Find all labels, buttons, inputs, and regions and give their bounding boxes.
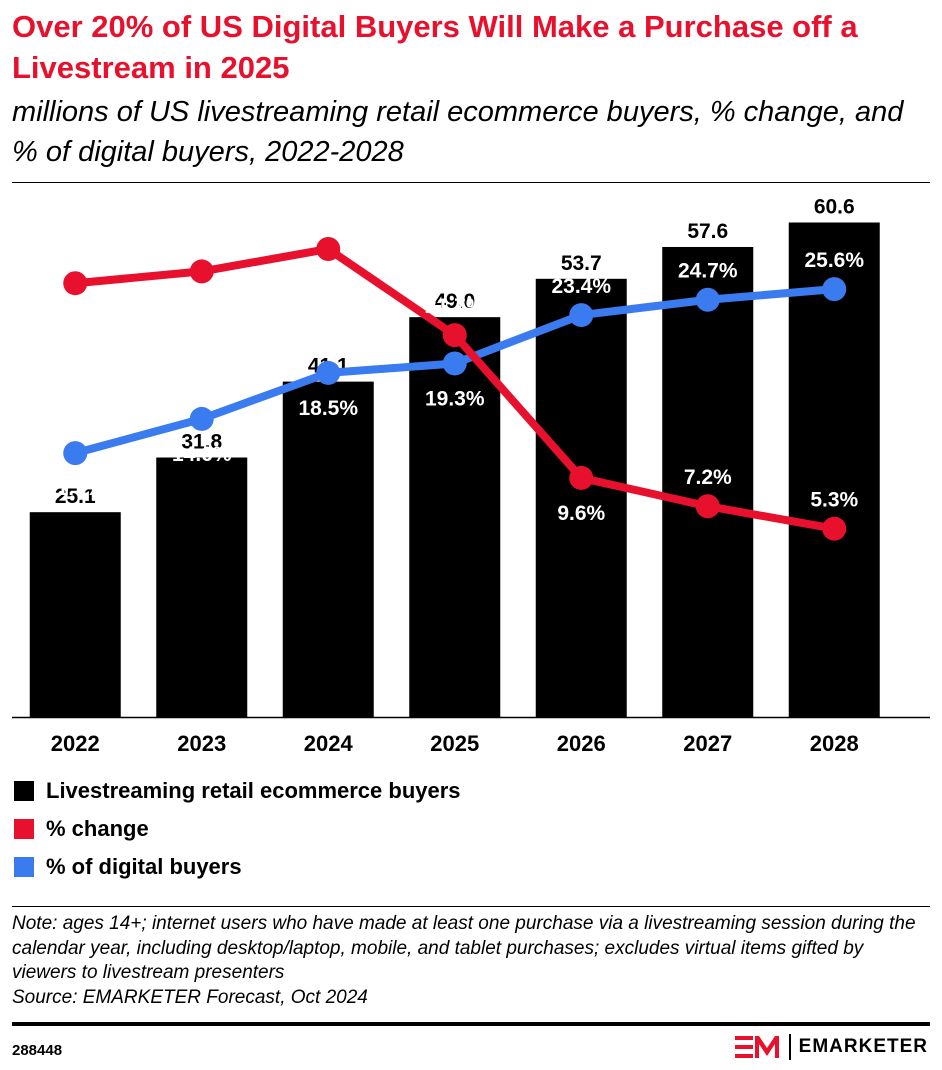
digital-buyers-label-2023: 14.6% (172, 443, 232, 466)
pct-change-point-2023 (189, 259, 214, 284)
digital-buyers-point-2022 (63, 441, 88, 466)
bar-label-2026: 53.7 (561, 252, 602, 275)
bar-2025 (409, 317, 501, 717)
bar-2023 (156, 457, 248, 717)
footer-rule (12, 1022, 930, 1026)
x-tick-2026: 2026 (557, 731, 606, 756)
bar-2027 (662, 246, 754, 717)
chart-id: 288448 (12, 1042, 63, 1059)
bar-label-2022: 25.1 (55, 485, 96, 508)
combo-chart: 25.131.841.149.053.757.660.6202220232024… (12, 196, 930, 756)
pct-change-label-2027: 7.2% (684, 466, 732, 489)
digital-buyers-label-2026: 23.4% (551, 275, 611, 298)
digital-buyers-point-2027 (695, 287, 720, 312)
legend-item-buyers: Livestreaming retail ecommerce buyers (14, 772, 461, 810)
digital-buyers-label-2025: 19.3% (425, 387, 485, 410)
legend: Livestreaming retail ecommerce buyers % … (14, 772, 461, 886)
pct-change-label-2023: 27.1% (172, 231, 232, 254)
digital-buyers-label-2028: 25.6% (804, 249, 864, 272)
bar-2026 (535, 278, 627, 717)
header-rule (12, 182, 930, 183)
legend-label-change: % change (46, 816, 149, 841)
chart-subtitle: millions of US livestreaming retail ecom… (12, 96, 904, 168)
digital-buyers-label-2022: 11.7% (46, 477, 105, 500)
bar-2024 (282, 381, 374, 717)
bar-label-2025: 49.0 (434, 290, 475, 313)
legend-item-digital: % of digital buyers (14, 848, 461, 886)
legend-label-digital: % of digital buyers (46, 854, 242, 879)
pct-change-point-2026 (569, 465, 594, 490)
bar-label-2028: 60.6 (814, 196, 855, 219)
digital-buyers-point-2024 (316, 360, 341, 385)
x-tick-2025: 2025 (430, 731, 479, 756)
pct-change-label-2026: 9.6% (557, 502, 605, 525)
digital-buyers-point-2025 (442, 351, 467, 376)
pct-change-point-2027 (695, 494, 720, 519)
legend-swatch-change (14, 819, 34, 839)
note-text: Note: ages 14+; internet users who have … (12, 913, 916, 983)
legend-swatch-buyers (14, 781, 34, 801)
x-tick-2028: 2028 (810, 731, 859, 756)
bar-2022 (29, 512, 121, 717)
pct-change-point-2024 (316, 237, 341, 261)
em-logo-icon (734, 1036, 779, 1058)
digital-buyers-label-2024: 18.5% (298, 397, 358, 420)
pct-change-label-2024: 29.0% (298, 209, 358, 232)
x-tick-2023: 2023 (177, 731, 226, 756)
pct-change-point-2028 (822, 516, 847, 541)
x-tick-2024: 2024 (304, 731, 354, 756)
source-text: Source: EMARKETER Forecast, Oct 2024 (12, 986, 368, 1008)
x-tick-2027: 2027 (683, 731, 732, 756)
chart-title: Over 20% of US Digital Buyers Will Make … (12, 9, 858, 85)
legend-swatch-digital (14, 857, 34, 877)
brand-name: EMARKETER (798, 1036, 928, 1057)
x-tick-2022: 2022 (51, 731, 100, 756)
bar-label-2027: 57.6 (687, 220, 728, 243)
digital-buyers-point-2026 (569, 303, 594, 328)
legend-item-change: % change (14, 810, 461, 848)
pct-change-label-2022: 26.1% (45, 243, 105, 266)
legend-label-buyers: Livestreaming retail ecommerce buyers (46, 778, 461, 803)
digital-buyers-label-2027: 24.7% (678, 260, 738, 283)
brand-separator (788, 1034, 791, 1060)
pct-change-label-2028: 5.3% (810, 489, 858, 512)
pct-change-point-2025 (442, 323, 467, 348)
bar-2028 (788, 222, 880, 717)
brand-logo: EMARKETER (734, 1034, 928, 1060)
footnote: Note: ages 14+; internet users who have … (12, 912, 930, 1010)
legend-rule (12, 906, 930, 907)
pct-change-point-2022 (63, 271, 88, 296)
digital-buyers-point-2023 (189, 406, 214, 431)
bar-label-2023: 31.8 (181, 431, 222, 454)
pct-change-label-2025: 21.7% (425, 295, 485, 318)
digital-buyers-point-2028 (822, 277, 847, 302)
